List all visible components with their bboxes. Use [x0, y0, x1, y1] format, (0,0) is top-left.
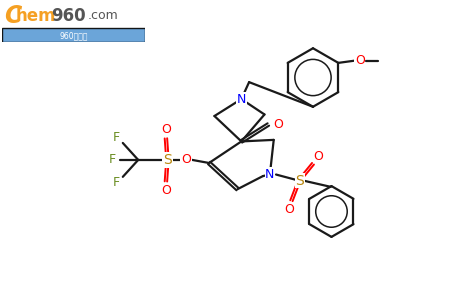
Text: F: F: [112, 131, 119, 144]
Text: 960化工网: 960化工网: [59, 31, 88, 40]
Text: O: O: [181, 154, 191, 166]
Text: N: N: [237, 93, 246, 105]
Text: O: O: [284, 203, 294, 217]
Text: F: F: [109, 154, 116, 166]
Text: .com: .com: [88, 9, 118, 22]
Text: F: F: [112, 176, 119, 189]
Text: O: O: [273, 118, 283, 131]
Text: C: C: [4, 4, 21, 28]
FancyBboxPatch shape: [2, 28, 145, 42]
Text: N: N: [265, 168, 274, 181]
Text: S: S: [295, 174, 304, 188]
Text: O: O: [161, 122, 171, 136]
Text: 960: 960: [51, 7, 85, 25]
Text: hem: hem: [15, 7, 55, 25]
Text: O: O: [161, 184, 171, 197]
Text: O: O: [355, 54, 365, 67]
Text: S: S: [163, 153, 172, 167]
Text: O: O: [313, 149, 323, 163]
